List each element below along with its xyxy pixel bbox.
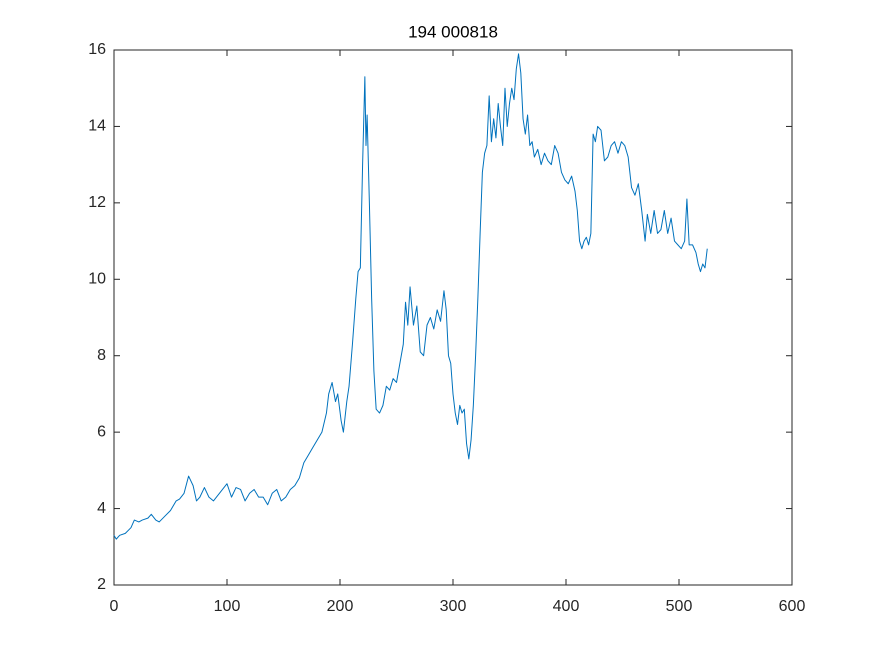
- x-tick-label: 200: [327, 598, 354, 615]
- chart-title: 194 000818: [408, 22, 498, 41]
- plot-area: [113, 49, 793, 586]
- y-tick-label: 14: [88, 118, 106, 135]
- y-tick-label: 8: [97, 347, 106, 364]
- y-tick-label: 4: [97, 500, 106, 517]
- y-tick-label: 16: [88, 41, 106, 58]
- y-tick-label: 2: [97, 576, 106, 593]
- x-tick-label: 400: [553, 598, 580, 615]
- x-tick-label: 0: [110, 598, 119, 615]
- x-tick-label: 500: [666, 598, 693, 615]
- y-tick-label: 6: [97, 423, 106, 440]
- y-tick-label: 10: [88, 271, 106, 288]
- y-tick-label: 12: [88, 194, 106, 211]
- x-tick-label: 100: [214, 598, 241, 615]
- x-tick-label: 600: [779, 598, 806, 615]
- x-tick-label: 300: [440, 598, 467, 615]
- data-line: [113, 53, 708, 540]
